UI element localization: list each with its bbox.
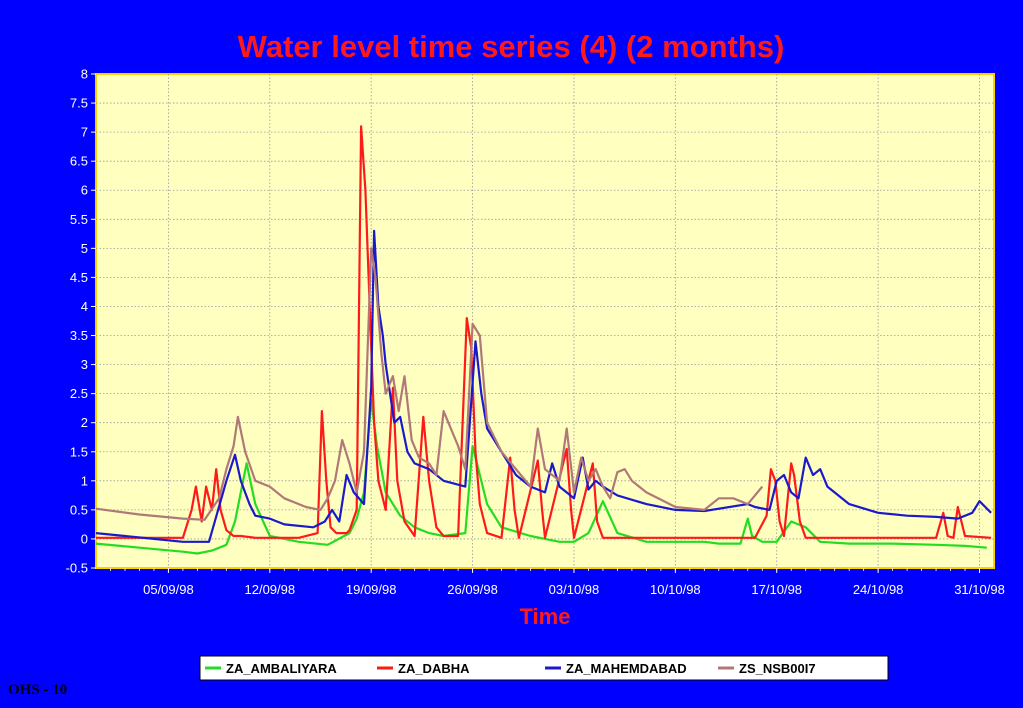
legend: ZA_AMBALIYARA ZA_DABHA ZA_MAHEMDABAD ZS_NSB…: [199, 655, 889, 681]
legend-label: ZA_AMBALIYARA: [226, 661, 337, 676]
y-tick-label: 8: [81, 67, 88, 82]
y-tick-label: 0: [81, 531, 88, 546]
series-line-za-ambaliyara: [95, 398, 987, 555]
plot-area: [95, 73, 995, 569]
legend-label: ZA_DABHA: [398, 661, 470, 676]
x-tick-label: 31/10/98: [954, 582, 1005, 597]
x-tick-label: 17/10/98: [751, 582, 802, 597]
x-axis: 05/09/98 12/09/98 19/09/98 26/09/98 03/10/98…: [110, 568, 1005, 597]
y-tick-label: 5: [81, 241, 88, 256]
legend-label: ZA_MAHEMDABAD: [566, 661, 687, 676]
y-tick-label: 1.5: [70, 444, 88, 459]
y-tick-label: 3: [81, 357, 88, 372]
x-tick-label: 24/10/98: [853, 582, 904, 597]
legend-label: ZS_NSB00I7: [739, 661, 816, 676]
y-tick-label: 2.5: [70, 386, 88, 401]
y-axis: -0.5 0 0.5 1 1.5 2 2.5 3 3.5 4 4.5 5 5.5 6 6.5 7 7.5 8: [66, 67, 96, 576]
y-tick-label: 6: [81, 183, 88, 198]
series-line-za-mahemdabad: [95, 229, 992, 543]
slide-footer: OHS - 10: [8, 682, 68, 698]
series-lines: [95, 125, 992, 555]
legend-box: [199, 655, 889, 681]
grid-lines: [96, 74, 994, 568]
y-tick-label: 0.5: [70, 502, 88, 517]
x-tick-label: 03/10/98: [549, 582, 600, 597]
series-line-zs-nsb00i7: [95, 247, 764, 521]
x-tick-label: 12/09/98: [245, 582, 296, 597]
y-tick-label: 7: [81, 125, 88, 140]
y-tick-label: 5.5: [70, 212, 88, 227]
x-tick-label: 10/10/98: [650, 582, 701, 597]
y-tick-label: 4: [81, 299, 88, 314]
y-tick-label: 1: [81, 473, 88, 488]
series-line-za-dabha: [96, 125, 992, 539]
chart-title: Water level time series (4) (2 months): [238, 29, 785, 64]
x-tick-label: 19/09/98: [346, 582, 397, 597]
x-axis-label: Time: [520, 604, 571, 629]
y-tick-label: 4.5: [70, 270, 88, 285]
y-tick-label: 2: [81, 415, 88, 430]
x-tick-label: 26/09/98: [447, 582, 498, 597]
y-tick-label: 6.5: [70, 154, 88, 169]
y-tick-label: 7.5: [70, 96, 88, 111]
y-tick-label: -0.5: [66, 561, 88, 576]
x-tick-label: 05/09/98: [143, 582, 194, 597]
y-tick-label: 3.5: [70, 328, 88, 343]
